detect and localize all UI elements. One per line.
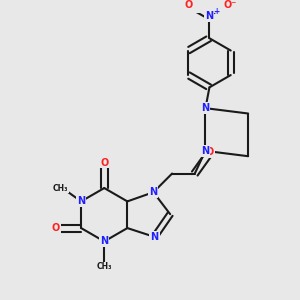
Text: CH₃: CH₃: [97, 262, 112, 272]
Text: +: +: [213, 7, 219, 16]
Text: O⁻: O⁻: [223, 0, 237, 10]
Text: N: N: [77, 196, 85, 206]
Text: N: N: [201, 103, 209, 113]
Text: O: O: [206, 147, 214, 157]
Text: N: N: [100, 236, 108, 246]
Text: N: N: [206, 11, 214, 21]
Text: O: O: [52, 223, 60, 233]
Text: N: N: [150, 232, 158, 242]
Text: N: N: [149, 187, 158, 197]
Text: CH₃: CH₃: [53, 184, 68, 193]
Text: O: O: [100, 158, 108, 167]
Text: O: O: [185, 0, 193, 10]
Text: N: N: [201, 146, 209, 156]
